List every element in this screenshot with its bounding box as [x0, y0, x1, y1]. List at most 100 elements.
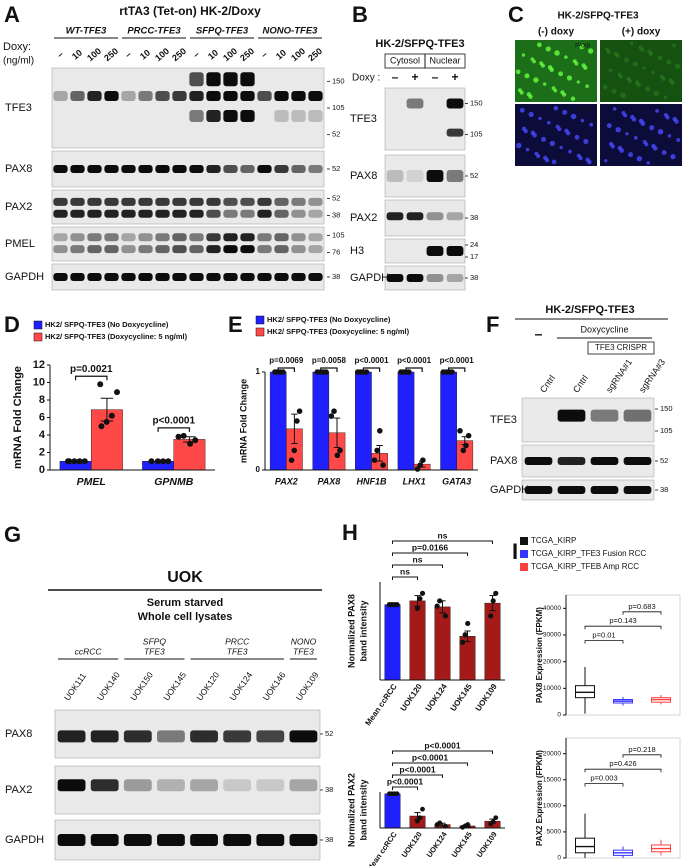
subtitle: Serum starved: [147, 597, 223, 609]
lane-label: UOK146: [261, 670, 288, 703]
data-point: [419, 590, 426, 596]
blot-band: [206, 245, 221, 254]
cell-nucleus: [549, 140, 555, 147]
cell-nucleus: [539, 61, 544, 66]
blot-band: [121, 197, 136, 206]
panel-letter: D: [4, 312, 20, 337]
cell-nucleus: [543, 155, 548, 160]
cell-nucleus: [579, 44, 585, 50]
crispr-label: TFE3 CRISPR: [595, 343, 647, 352]
cell-nucleus: [668, 78, 673, 83]
marker-label: 52: [332, 164, 340, 173]
bar: [440, 371, 457, 471]
legend-swatch: [520, 550, 528, 558]
data-point: [420, 806, 425, 812]
data-point: [296, 408, 303, 415]
blot-band: [87, 197, 102, 206]
cell-nucleus: [661, 150, 667, 155]
cell-nucleus: [638, 118, 644, 124]
blot-band: [70, 233, 85, 242]
y-axis-label: mRNA Fold Change: [238, 379, 248, 463]
stain-label: PAX8: [575, 44, 591, 50]
blot-band: [274, 209, 289, 218]
blot-band: [256, 834, 285, 846]
x-tick-label: GATA3: [442, 476, 471, 486]
cell-nucleus: [626, 76, 631, 81]
y-tick-label: 6: [39, 411, 45, 423]
blot-band: [308, 165, 323, 173]
legend-swatch: [255, 327, 265, 337]
cell-nucleus: [551, 159, 557, 165]
blot-band: [308, 245, 323, 254]
cell-nucleus: [606, 49, 611, 54]
blot-band: [70, 273, 85, 281]
row-label: PAX8: [350, 170, 377, 182]
cell-nucleus: [525, 147, 530, 152]
data-point: [417, 815, 423, 821]
blot-band: [223, 209, 238, 218]
blot-band: [189, 233, 204, 242]
blot-band: [157, 779, 185, 792]
blot-band: [406, 170, 424, 182]
blot-band: [240, 197, 255, 206]
blot-band: [291, 91, 306, 101]
bar: [355, 371, 372, 471]
blot-band: [289, 730, 318, 743]
y-tick-label: 30000: [543, 632, 561, 639]
blot-band: [308, 209, 323, 218]
blot-band: [557, 486, 586, 494]
lane-label: UOK150: [128, 670, 155, 703]
cell-nucleus: [653, 90, 660, 96]
blot-band: [138, 245, 153, 254]
blot-band: [240, 72, 255, 87]
blot-band: [291, 209, 306, 218]
blot-band: [274, 197, 289, 206]
blot-band: [104, 197, 119, 206]
fraction-box: [424, 53, 466, 69]
cell-nucleus: [570, 113, 577, 120]
data-point: [440, 369, 447, 375]
blot-band: [104, 91, 119, 101]
y-axis-label: band intensity: [358, 600, 368, 661]
blot-band: [223, 165, 238, 173]
y-axis-label: mRNA Fold Change: [12, 366, 24, 469]
data-point: [154, 458, 161, 465]
data-point: [291, 447, 298, 454]
doxy-label: Doxy:: [3, 41, 31, 53]
cell-nucleus: [611, 88, 617, 94]
data-point: [371, 457, 378, 464]
cell-nucleus: [649, 125, 655, 131]
cell-nucleus: [546, 120, 551, 125]
data-point: [442, 613, 449, 619]
blot-band: [123, 779, 152, 792]
data-point: [314, 369, 321, 375]
x-tick-label: PMEL: [77, 476, 106, 488]
significance-bracket: [277, 367, 295, 372]
legend-label: HK2/ SFPQ-TFE3 (Doxycycline: 5 ng/ml): [267, 327, 410, 336]
blot-band: [155, 197, 170, 206]
x-tick-label: UOK109: [475, 830, 499, 859]
blot-band: [524, 457, 553, 465]
blot-band: [223, 730, 252, 743]
blot-band: [206, 165, 221, 173]
legend-label: TCGA_KIRP_TFEB Amp RCC: [531, 562, 639, 571]
blot-band: [257, 245, 272, 254]
comparison-label: p<0.0001: [399, 764, 435, 774]
x-tick-label: UOK120: [400, 830, 424, 859]
cell-nucleus: [619, 74, 624, 79]
significance-bracket: [392, 774, 443, 778]
blot-band: [406, 212, 424, 221]
row-label: PAX8: [5, 163, 32, 175]
blot-band: [223, 72, 238, 87]
blot-band: [104, 273, 119, 281]
blot-band: [70, 91, 85, 101]
blot-band: [53, 233, 68, 242]
blot-band: [206, 72, 221, 87]
legend-label: HK2/ SFPQ-TFE3 (No Doxycycline): [45, 320, 169, 329]
blot-band: [189, 91, 204, 101]
cell-nucleus: [551, 86, 556, 91]
blot-band: [291, 110, 306, 122]
cell-nucleus: [624, 57, 629, 63]
blot-band: [70, 245, 85, 254]
